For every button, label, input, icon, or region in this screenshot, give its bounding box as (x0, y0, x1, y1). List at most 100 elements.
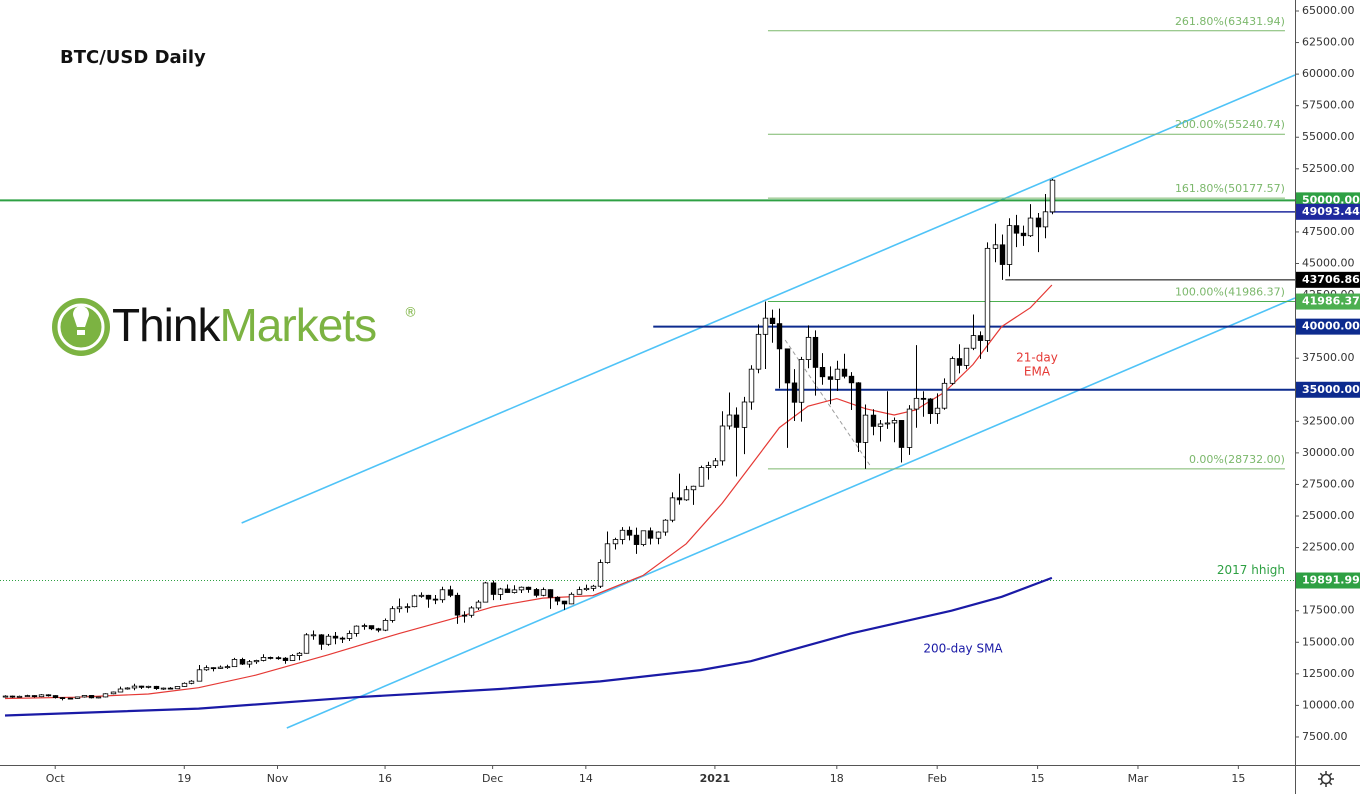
candle-body (655, 531, 662, 539)
candle-body (884, 422, 891, 425)
candle-body (877, 423, 884, 427)
candle-body (203, 667, 210, 671)
candle-body (59, 697, 66, 699)
x-tick-label: 14 (579, 772, 593, 785)
candle-body (196, 669, 203, 682)
sma-label: 200-day SMA (923, 642, 1003, 656)
x-tick-label: 18 (830, 772, 844, 785)
candle-body (855, 382, 862, 443)
candle-body (210, 667, 217, 670)
candle-body (1006, 225, 1013, 265)
candle-body (432, 598, 439, 601)
candle-body (2, 695, 9, 698)
candle-body (389, 608, 396, 621)
candle-body (411, 595, 418, 608)
y-tick-label: 62500.00 (1302, 36, 1355, 49)
trendline (241, 74, 1296, 524)
candle-body (612, 539, 619, 545)
candle-body (275, 657, 282, 660)
y-tick-label: 57500.00 (1302, 99, 1355, 112)
logo-mark: ® (404, 306, 417, 321)
price-tag-label: 40000.00 (1302, 320, 1360, 333)
y-tick-label: 10000.00 (1302, 698, 1355, 711)
candle-body (719, 425, 726, 462)
candle-body (920, 397, 927, 400)
candle-body (776, 323, 783, 350)
ema-line (4, 284, 1053, 700)
candle-body (425, 594, 432, 600)
candle-body (1013, 225, 1020, 234)
candle-body (934, 407, 941, 415)
y-tick-label: 15000.00 (1302, 635, 1355, 648)
candle-body (353, 625, 360, 634)
fib-label: 0.00%(28732.00) (1189, 453, 1285, 466)
y-tick-label: 17500.00 (1302, 604, 1355, 617)
price-tag-label: 43706.86 (1302, 273, 1360, 286)
candle-body (504, 588, 511, 593)
candle-body (755, 333, 762, 370)
candle-body (482, 582, 489, 603)
candle-body (31, 695, 38, 698)
candle-body (246, 661, 253, 665)
candle-body (748, 368, 755, 403)
y-tick-label: 55000.00 (1302, 130, 1355, 143)
logo-text-dark: Think (112, 299, 221, 351)
fib-label: 261.80%(63431.94) (1175, 15, 1285, 28)
price-tag (1296, 271, 1360, 288)
candle-body (88, 695, 95, 699)
ema-label: EMA (1024, 365, 1051, 379)
candle-body (1020, 232, 1027, 237)
y-tick-label: 25000.00 (1302, 509, 1355, 522)
candle-body (862, 414, 869, 443)
y-tick-label: 47500.00 (1302, 225, 1355, 238)
y-tick-label: 27500.00 (1302, 477, 1355, 490)
candle-body (188, 680, 195, 684)
candle-body (712, 460, 719, 466)
candle-body (95, 696, 102, 699)
candle-body (604, 543, 611, 564)
candle-body (619, 529, 626, 540)
candle-body (418, 594, 425, 597)
x-tick-label: 2021 (700, 772, 731, 785)
level-note: 2017 hhigh (1217, 563, 1285, 577)
logo-icon (57, 303, 105, 351)
candle-body (891, 420, 898, 424)
candle-body (145, 685, 152, 688)
candle-body (131, 685, 138, 689)
price-tag-label: 41986.37 (1302, 295, 1360, 308)
candle-body (217, 666, 224, 669)
candle-body (1049, 179, 1056, 213)
candle-body (949, 358, 956, 384)
candle-body (117, 688, 124, 693)
x-tick-label: Mar (1128, 772, 1149, 785)
candle-body (74, 696, 81, 699)
candle-body (805, 336, 812, 360)
candle-body (368, 625, 375, 630)
candle-body (626, 529, 633, 536)
candle-body (547, 589, 554, 598)
candle-body (461, 614, 468, 617)
candle-body (590, 585, 597, 589)
candle-body (690, 485, 697, 491)
settings-icon[interactable] (1318, 771, 1334, 787)
candle-body (45, 694, 52, 697)
trendline (286, 297, 1296, 729)
price-tag-label: 19891.99 (1302, 574, 1360, 587)
candle-body (669, 497, 676, 521)
fib-label: 200.00%(55240.74) (1175, 118, 1285, 131)
candle-body (167, 687, 174, 690)
candle-body (970, 335, 977, 349)
price-tag-label: 50000.00 (1302, 193, 1360, 206)
candle-body (447, 589, 454, 596)
candle-body (81, 695, 88, 698)
price-tag-label: 35000.00 (1302, 383, 1360, 396)
fib-label: 161.80%(50177.57) (1175, 182, 1285, 195)
candle-body (153, 685, 160, 690)
candle-body (992, 244, 999, 249)
price-tag (1296, 572, 1360, 589)
candle-body (977, 335, 984, 341)
candle-body (698, 467, 705, 487)
y-tick-label: 52500.00 (1302, 162, 1355, 175)
x-tick-label: 16 (378, 772, 392, 785)
